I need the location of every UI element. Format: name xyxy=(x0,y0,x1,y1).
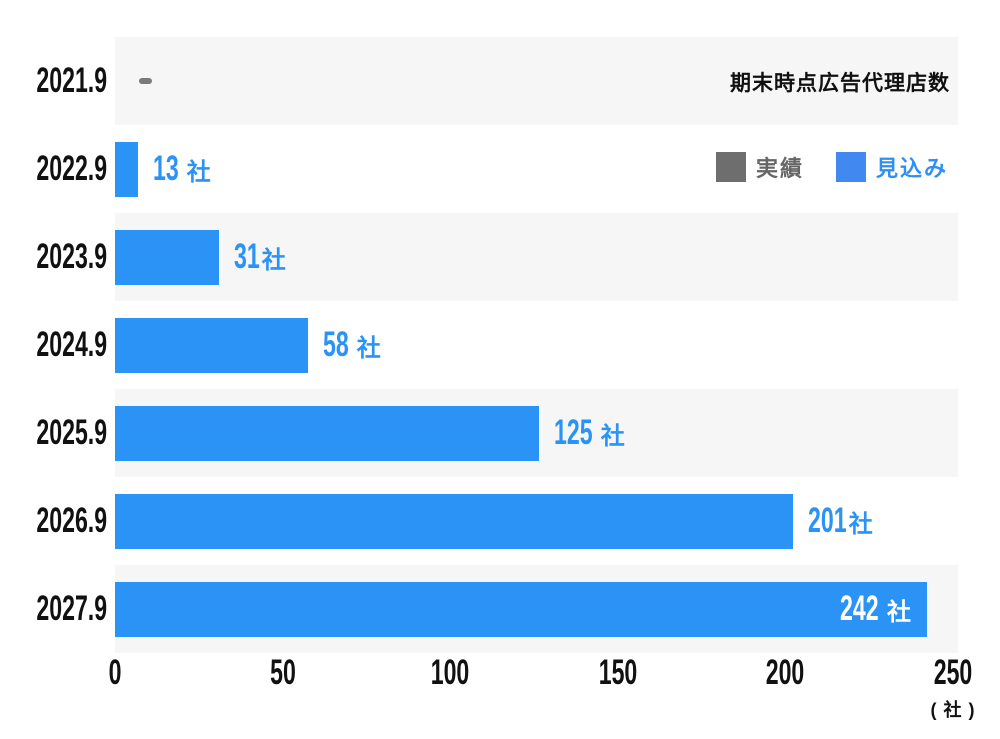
year-text: 2023.9 xyxy=(36,237,108,276)
year-text: 2027.9 xyxy=(36,589,108,628)
legend-label-actual: 実績 xyxy=(755,156,804,181)
year-text: 2022.9 xyxy=(36,149,108,188)
bar-value-label: 201社 xyxy=(808,477,873,565)
chart-title: 期末時点広告代理店数 xyxy=(730,72,950,95)
row-year-label: 2022.9 xyxy=(0,125,108,213)
chart-bar xyxy=(115,581,927,637)
actual-swatch-icon xyxy=(715,152,746,182)
row-year-label: 2023.9 xyxy=(0,213,108,301)
value-unit: 社 xyxy=(600,423,625,450)
year-text: 2024.9 xyxy=(36,325,108,364)
chart-bar xyxy=(115,317,308,373)
row-band xyxy=(115,213,958,301)
value-number: 31 xyxy=(234,237,260,276)
row-year-label: 2021.9 xyxy=(0,37,108,125)
value-number: 58 xyxy=(323,325,349,364)
bar-value-label: 31社 xyxy=(234,213,286,301)
bar-value-label: 58 社 xyxy=(323,301,381,389)
value-unit: 社 xyxy=(887,599,911,626)
forecast-swatch-icon xyxy=(835,152,866,182)
value-number: 125 xyxy=(554,413,593,452)
value-number: 13 xyxy=(153,149,179,188)
chart-bar xyxy=(115,405,539,461)
chart-bar xyxy=(115,229,219,285)
value-unit: 社 xyxy=(356,335,381,362)
x-axis-tick-label: 0 xyxy=(108,653,122,692)
no-data-dash xyxy=(139,78,152,84)
x-axis-tick-label: 100 xyxy=(430,653,470,692)
x-axis-tick-label: 150 xyxy=(598,653,637,692)
legend-item-actual: 実績 xyxy=(715,151,804,183)
value-unit: 社 xyxy=(848,511,873,538)
row-year-label: 2026.9 xyxy=(0,477,108,565)
x-axis-tick-label: 50 xyxy=(269,653,296,692)
year-text: 2021.9 xyxy=(36,61,108,100)
x-axis-tick-label: 200 xyxy=(765,653,805,692)
x-axis-unit-label: ( 社 ) xyxy=(930,700,976,720)
row-year-label: 2024.9 xyxy=(0,301,108,389)
year-text: 2026.9 xyxy=(36,501,108,540)
value-number: 242 xyxy=(840,589,879,628)
legend: 実績 見込み xyxy=(715,151,948,183)
legend-item-forecast: 見込み xyxy=(835,151,948,183)
chart-bar xyxy=(115,141,138,197)
bar-value-label: 13 社 xyxy=(153,125,211,213)
chart-bar xyxy=(115,493,793,549)
year-text: 2025.9 xyxy=(36,413,108,452)
value-unit: 社 xyxy=(186,159,211,186)
row-year-label: 2027.9 xyxy=(0,565,108,653)
legend-label-forecast: 見込み xyxy=(875,156,948,181)
value-number: 201 xyxy=(808,501,847,540)
x-axis-tick-label: 250 xyxy=(933,653,972,692)
bar-value-label: 125 社 xyxy=(554,389,625,477)
bar-value-label: 242 社 xyxy=(840,565,911,653)
row-band xyxy=(115,37,958,125)
row-year-label: 2025.9 xyxy=(0,389,108,477)
value-unit: 社 xyxy=(261,247,286,274)
